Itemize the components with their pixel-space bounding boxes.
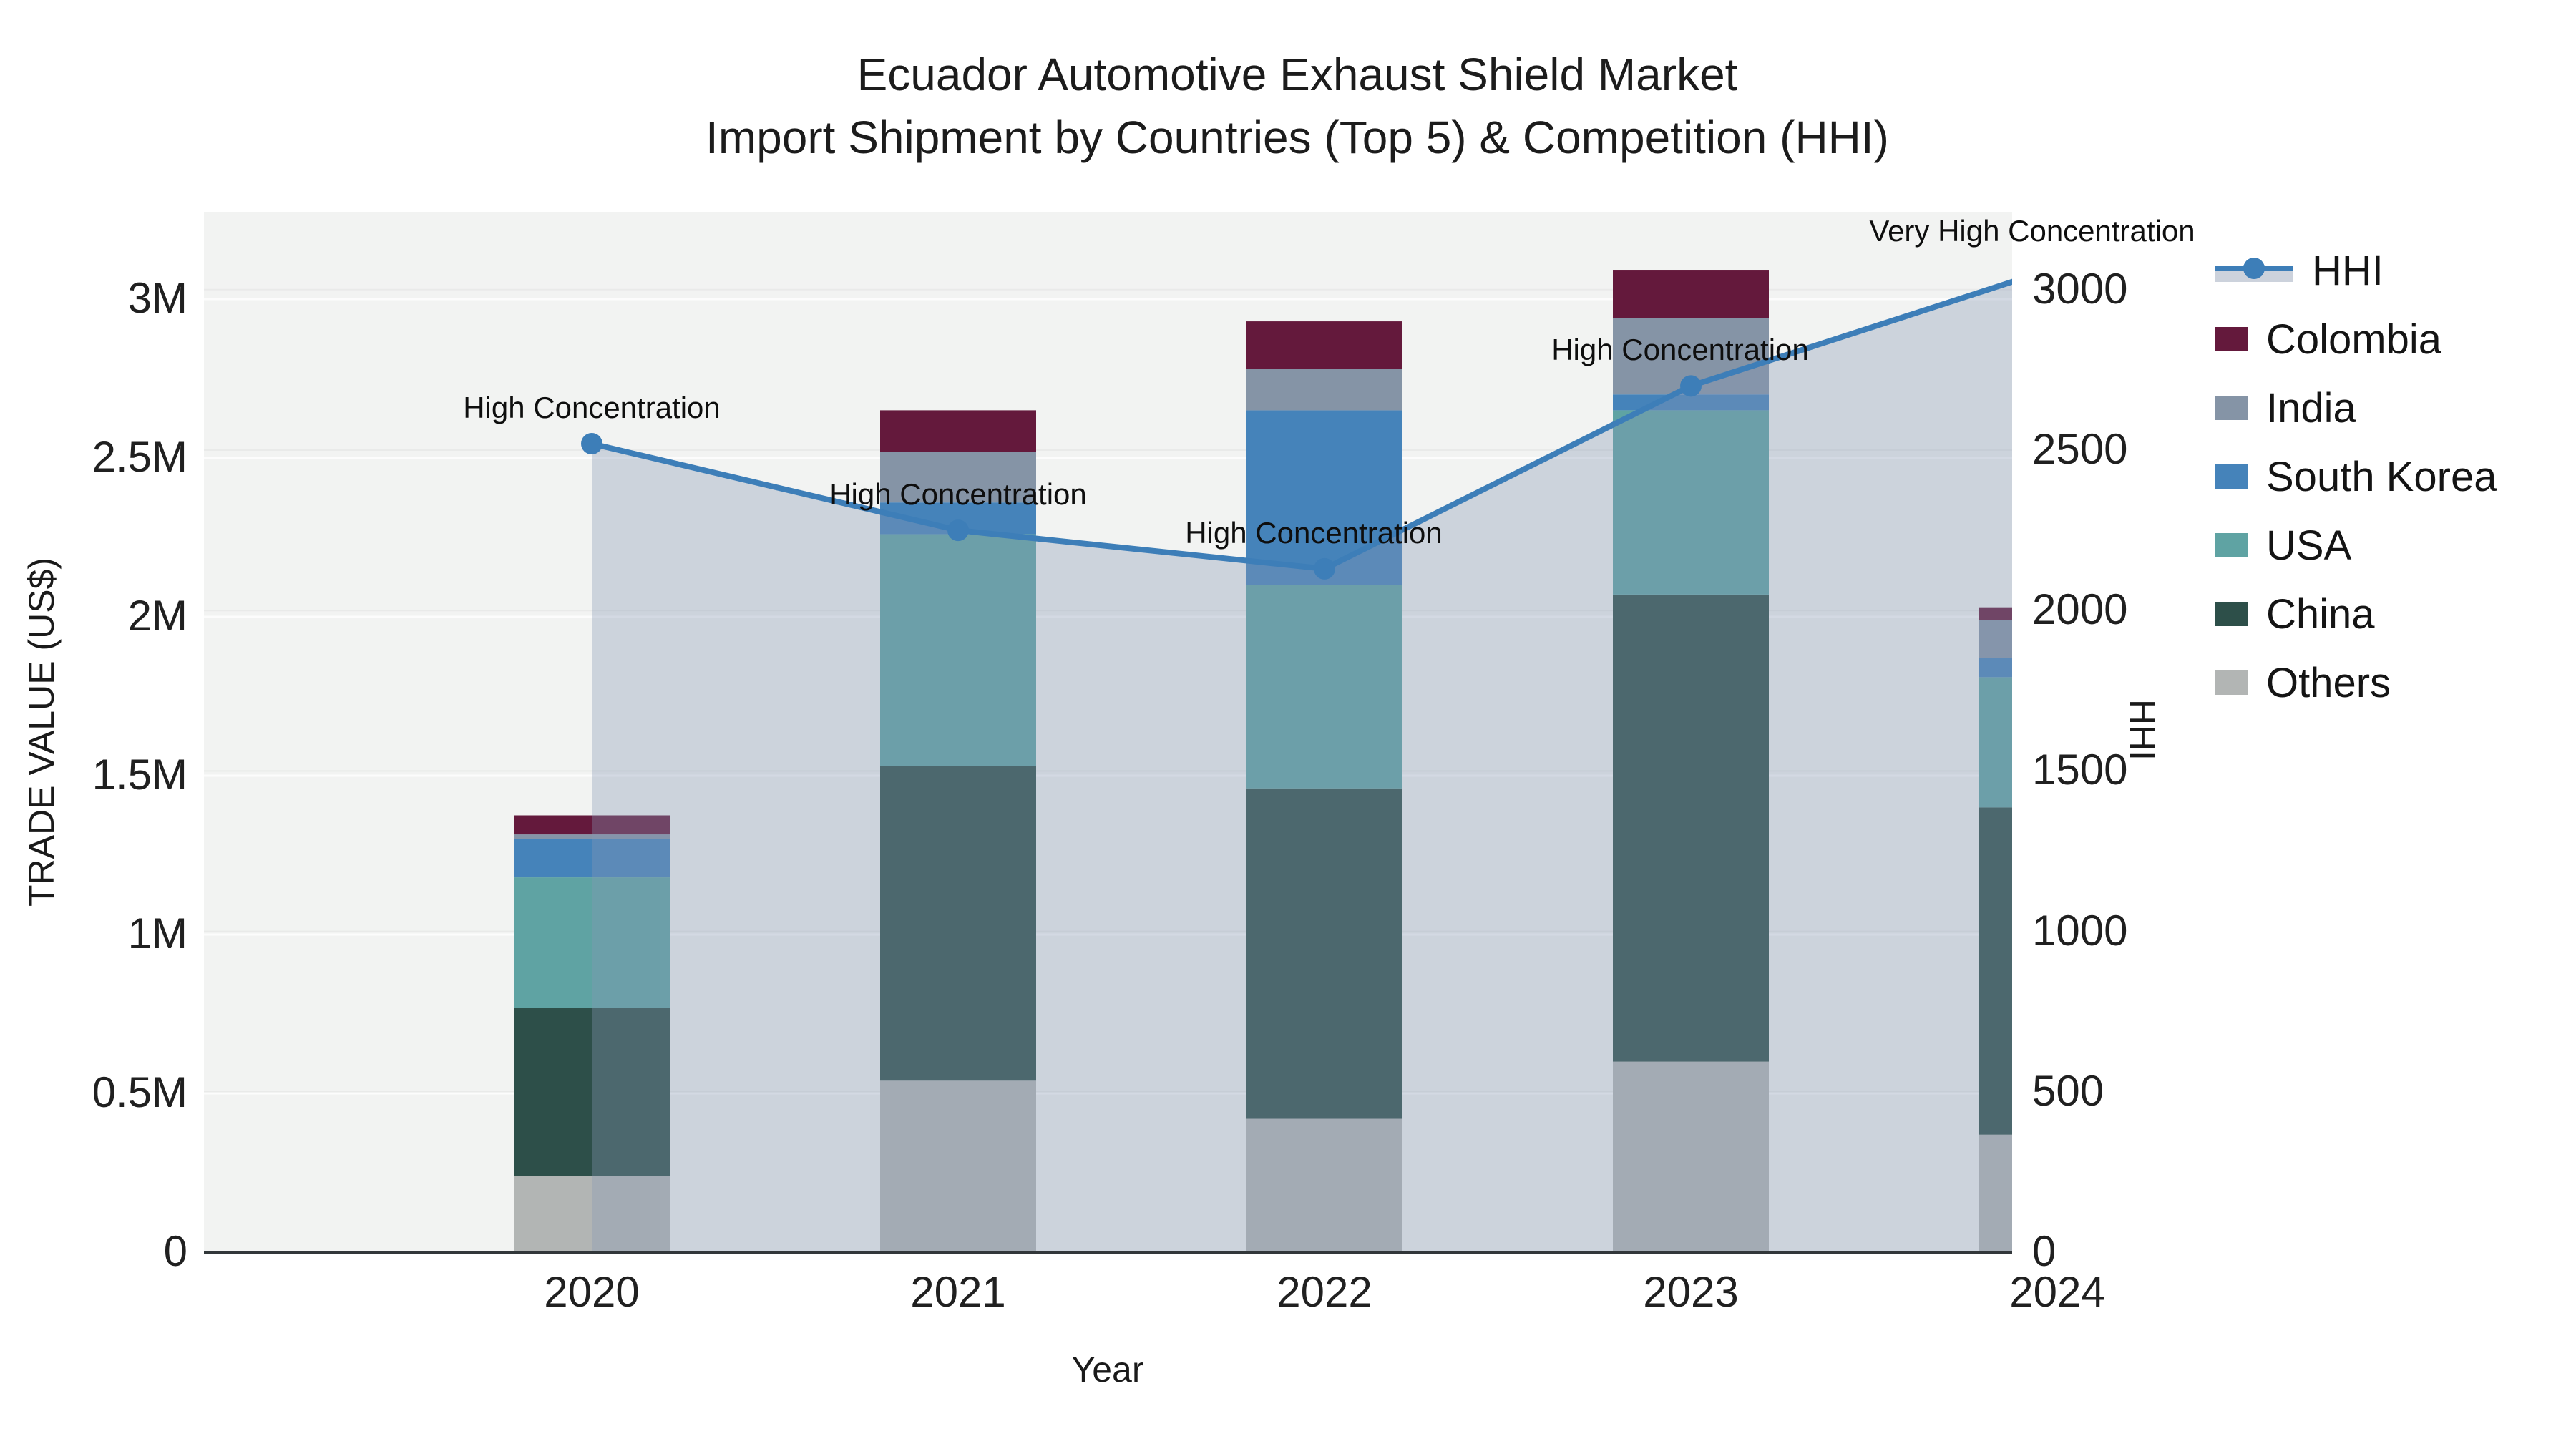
bar-segment-others-2020 bbox=[514, 1176, 670, 1252]
bar-segment-usa-2023 bbox=[1613, 410, 1769, 595]
legend-item-hhi: HHI bbox=[2215, 236, 2497, 305]
y-right-tick-0: 0 bbox=[2032, 1227, 2057, 1275]
bar-segment-china-2023 bbox=[1613, 594, 1769, 1062]
hhi-marker-dot bbox=[2243, 258, 2265, 279]
y-left-tick-0.5M: 0.5M bbox=[92, 1068, 187, 1116]
hhi-line-swatch bbox=[2215, 258, 2293, 283]
legend-label: USA bbox=[2266, 522, 2352, 569]
bar-segment-colombia-2020 bbox=[514, 815, 670, 835]
chart-title-line1: Ecuador Automotive Exhaust Shield Market bbox=[857, 49, 1738, 100]
hhi-marker-2023 bbox=[1680, 375, 1702, 397]
bar-segment-india-2020 bbox=[514, 834, 670, 839]
legend-swatch-colombia bbox=[2215, 327, 2248, 351]
legend-item-colombia: Colombia bbox=[2215, 305, 2497, 374]
y-left-tick-1M: 1M bbox=[127, 909, 187, 957]
x-axis-line bbox=[204, 1251, 2012, 1254]
x-tick-2024: 2024 bbox=[2009, 1268, 2105, 1316]
legend-swatch-usa bbox=[2215, 533, 2248, 557]
y-right-tick-1500: 1500 bbox=[2032, 746, 2128, 794]
plot-area: High Concentration High Concentration High… bbox=[204, 212, 2195, 1254]
hhi-area-fill bbox=[592, 281, 2012, 1252]
bar-segment-usa-2021 bbox=[880, 534, 1036, 766]
bar-segment-usa-2020 bbox=[514, 877, 670, 1008]
x-tick-2021: 2021 bbox=[910, 1268, 1006, 1316]
bar-segment-china-2022 bbox=[1246, 788, 1402, 1119]
legend-item-usa: USA bbox=[2215, 511, 2497, 580]
bar-segment-india-2022 bbox=[1246, 369, 1402, 411]
bar-segment-colombia-2023 bbox=[1613, 270, 1769, 318]
bar-segment-others-2022 bbox=[1246, 1118, 1402, 1252]
bar-segment-usa-2024 bbox=[1979, 677, 2012, 808]
legend-item-others: Others bbox=[2215, 648, 2497, 717]
y-right-tick-3000: 3000 bbox=[2032, 264, 2128, 313]
legend-swatch-china bbox=[2215, 602, 2248, 626]
y-left-tick-3M: 3M bbox=[127, 274, 187, 322]
x-tick-2022: 2022 bbox=[1277, 1268, 1372, 1316]
bar-segment-colombia-2021 bbox=[880, 410, 1036, 452]
y-left-tick-1.5M: 1.5M bbox=[92, 751, 187, 799]
y-right-tick-2500: 2500 bbox=[2032, 425, 2128, 473]
legend-item-south-korea: South Korea bbox=[2215, 442, 2497, 511]
legend-swatch-others bbox=[2215, 670, 2248, 695]
legend-label: China bbox=[2266, 590, 2375, 638]
y-right-tick-1000: 1000 bbox=[2032, 906, 2128, 955]
legend-item-china: China bbox=[2215, 580, 2497, 648]
bar-segment-south-korea-2020 bbox=[514, 839, 670, 878]
y-left-tick-2.5M: 2.5M bbox=[92, 433, 187, 481]
bar-segment-india-2021 bbox=[880, 452, 1036, 503]
legend-label: Others bbox=[2266, 659, 2391, 706]
bar-segment-colombia-2024 bbox=[1979, 607, 2012, 620]
x-axis-label: Year bbox=[1071, 1350, 1144, 1390]
hhi-marker-2020 bbox=[581, 433, 602, 455]
annotation-2023: High Concentration bbox=[1551, 333, 1809, 367]
bar-segment-china-2020 bbox=[514, 1008, 670, 1176]
legend-label: India bbox=[2266, 384, 2356, 431]
y-left-tick-2M: 2M bbox=[127, 592, 187, 640]
bar-segment-south-korea-2024 bbox=[1979, 658, 2012, 678]
x-tick-2023: 2023 bbox=[1643, 1268, 1739, 1316]
plot-canvas bbox=[204, 270, 2012, 1252]
bar-segment-colombia-2022 bbox=[1246, 321, 1402, 369]
bar-segment-others-2021 bbox=[880, 1080, 1036, 1252]
legend: HHI Colombia India South Korea USA China Other… bbox=[2215, 236, 2497, 717]
annotation-2020: High Concentration bbox=[463, 391, 721, 425]
hhi-marker-2022 bbox=[1314, 557, 1335, 580]
y-left-tick-0: 0 bbox=[163, 1227, 187, 1275]
y-right-tick-500: 500 bbox=[2032, 1066, 2104, 1115]
y-axis-label-left: TRADE VALUE (US$) bbox=[21, 557, 62, 907]
legend-item-india: India bbox=[2215, 374, 2497, 442]
legend-label: Colombia bbox=[2266, 316, 2441, 363]
legend-swatch-south-korea bbox=[2215, 464, 2248, 489]
hhi-marker-2021 bbox=[947, 519, 969, 542]
bar-segment-others-2023 bbox=[1613, 1061, 1769, 1252]
bar-segment-south-korea-2022 bbox=[1246, 410, 1402, 585]
legend-swatch-india bbox=[2215, 396, 2248, 420]
y-axis-label-right: HHI bbox=[2122, 698, 2162, 761]
bar-segment-usa-2022 bbox=[1246, 585, 1402, 789]
bar-segment-india-2024 bbox=[1979, 620, 2012, 658]
annotation-2022: High Concentration bbox=[1185, 515, 1443, 550]
y-right-tick-2000: 2000 bbox=[2032, 585, 2128, 634]
chart-title-line2: Import Shipment by Countries (Top 5) & C… bbox=[706, 112, 1889, 163]
x-tick-2020: 2020 bbox=[544, 1268, 640, 1316]
legend-label: South Korea bbox=[2266, 453, 2497, 500]
bar-segment-others-2024 bbox=[1979, 1134, 2012, 1252]
annotation-2021: High Concentration bbox=[829, 477, 1087, 512]
chart-title: Ecuador Automotive Exhaust Shield Market… bbox=[706, 43, 1889, 169]
bar-segment-china-2021 bbox=[880, 766, 1036, 1081]
annotation-2024: Very High Concentration bbox=[1869, 214, 2195, 248]
bar-segment-china-2024 bbox=[1979, 807, 2012, 1135]
legend-label: HHI bbox=[2312, 247, 2384, 294]
